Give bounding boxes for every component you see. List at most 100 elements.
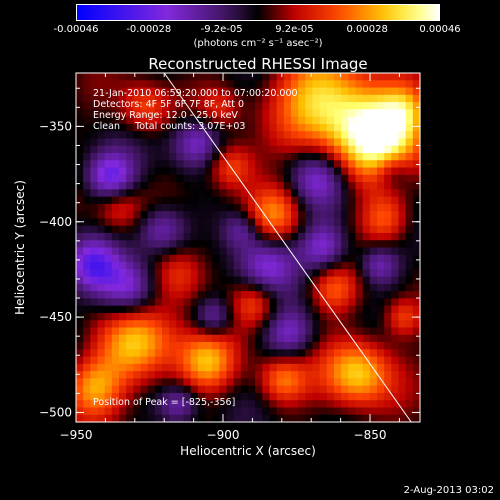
annotation-peak-position: Position of Peak = [-825,-356] — [93, 397, 236, 408]
heatmap-cell — [197, 189, 206, 198]
heatmap-cell — [233, 167, 242, 176]
heatmap-cell — [176, 211, 185, 220]
heatmap-cell — [283, 225, 292, 234]
heatmap-cell — [369, 203, 378, 212]
heatmap-cell — [140, 182, 149, 190]
heatmap-cell — [305, 407, 314, 416]
heatmap-cell — [140, 334, 149, 343]
heatmap-cell — [276, 269, 285, 278]
heatmap-cell — [176, 254, 185, 263]
heatmap-cell — [326, 254, 335, 263]
heatmap-cell — [154, 378, 163, 387]
heatmap-cell — [111, 400, 120, 409]
heatmap-cell — [305, 312, 314, 321]
heatmap-cell — [255, 80, 263, 89]
heatmap-cell — [183, 356, 192, 365]
heatmap-cell — [369, 94, 378, 103]
heatmap-cell — [291, 298, 299, 307]
heatmap-cell — [291, 356, 299, 365]
heatmap-cell — [126, 116, 134, 125]
heatmap-cell — [334, 174, 342, 183]
heatmap-cell — [205, 334, 213, 343]
heatmap-cell — [334, 291, 342, 299]
heatmap-cell — [398, 363, 407, 372]
heatmap-cell — [147, 211, 156, 220]
heatmap-cell — [190, 298, 199, 307]
heatmap-cell — [355, 378, 364, 387]
heatmap-cell — [205, 400, 213, 409]
heatmap-cell — [133, 94, 142, 103]
heatmap-cell — [126, 196, 134, 205]
heatmap-cell — [276, 312, 285, 321]
heatmap-cell — [348, 269, 357, 278]
heatmap-cell — [405, 349, 414, 358]
heatmap-cell — [312, 262, 321, 270]
heatmap-cell — [334, 123, 342, 132]
heatmap-cell — [97, 87, 106, 96]
heatmap-cell — [341, 116, 349, 125]
heatmap-cell — [319, 262, 328, 270]
heatmap-cell — [248, 160, 256, 169]
heatmap-cell — [212, 73, 220, 81]
heatmap-cell — [384, 414, 392, 423]
heatmap-cell — [240, 123, 249, 132]
heatmap-cell — [147, 356, 156, 365]
heatmap-cell — [362, 102, 371, 110]
heatmap-cell — [405, 138, 414, 147]
heatmap-cell — [269, 312, 278, 321]
heatmap-cell — [355, 87, 364, 96]
heatmap-cell — [355, 102, 364, 110]
annotation-energy-range: Energy Range: 12.0 - 25.0 keV — [93, 110, 238, 121]
heatmap-cell — [319, 80, 328, 89]
heatmap-cell — [133, 247, 142, 256]
heatmap-cell — [312, 334, 321, 343]
heatmap-cell — [205, 211, 213, 220]
heatmap-cell — [212, 247, 220, 256]
heatmap-cell — [183, 269, 192, 278]
heatmap-cell — [147, 320, 156, 329]
heatmap-cell — [269, 182, 278, 190]
heatmap-cell — [326, 349, 335, 358]
heatmap-cell — [190, 123, 199, 132]
heatmap-cell — [197, 371, 206, 379]
heatmap-cell — [169, 116, 177, 125]
heatmap-cell — [162, 167, 170, 176]
heatmap-cell — [348, 211, 357, 220]
heatmap-cell — [283, 400, 292, 409]
heatmap-cell — [162, 385, 170, 394]
heatmap-cell — [377, 385, 385, 394]
heatmap-cell — [391, 342, 400, 350]
heatmap-cell — [348, 276, 357, 285]
heatmap-cell — [348, 225, 357, 234]
heatmap-cell — [255, 225, 263, 234]
heatmap-cell — [355, 342, 364, 350]
heatmap-cell — [377, 167, 385, 176]
heatmap-cell — [83, 152, 91, 161]
heatmap-cell — [226, 73, 235, 81]
heatmap-cell — [183, 349, 192, 358]
heatmap-cell — [205, 327, 213, 336]
heatmap-cell — [298, 160, 306, 169]
heatmap-cell — [233, 400, 242, 409]
heatmap-cell — [355, 73, 364, 81]
heatmap-cell — [312, 240, 321, 249]
heatmap-cell — [205, 189, 213, 198]
heatmap-cell — [90, 392, 99, 401]
heatmap-cell — [377, 349, 385, 358]
heatmap-cell — [190, 174, 199, 183]
heatmap-cell — [133, 211, 142, 220]
heatmap-cell — [291, 276, 299, 285]
heatmap-cell — [133, 152, 142, 161]
heatmap-cell — [305, 80, 314, 89]
heatmap-cell — [76, 407, 84, 416]
heatmap-cell — [377, 283, 385, 292]
heatmap-cell — [391, 232, 400, 241]
heatmap-cell — [119, 94, 127, 103]
heatmap-cell — [162, 152, 170, 161]
heatmap-cell — [319, 407, 328, 416]
heatmap-cell — [226, 131, 235, 140]
heatmap-cell — [384, 138, 392, 147]
heatmap-cell — [176, 189, 185, 198]
heatmap-cell — [312, 363, 321, 372]
heatmap-cell — [240, 211, 249, 220]
